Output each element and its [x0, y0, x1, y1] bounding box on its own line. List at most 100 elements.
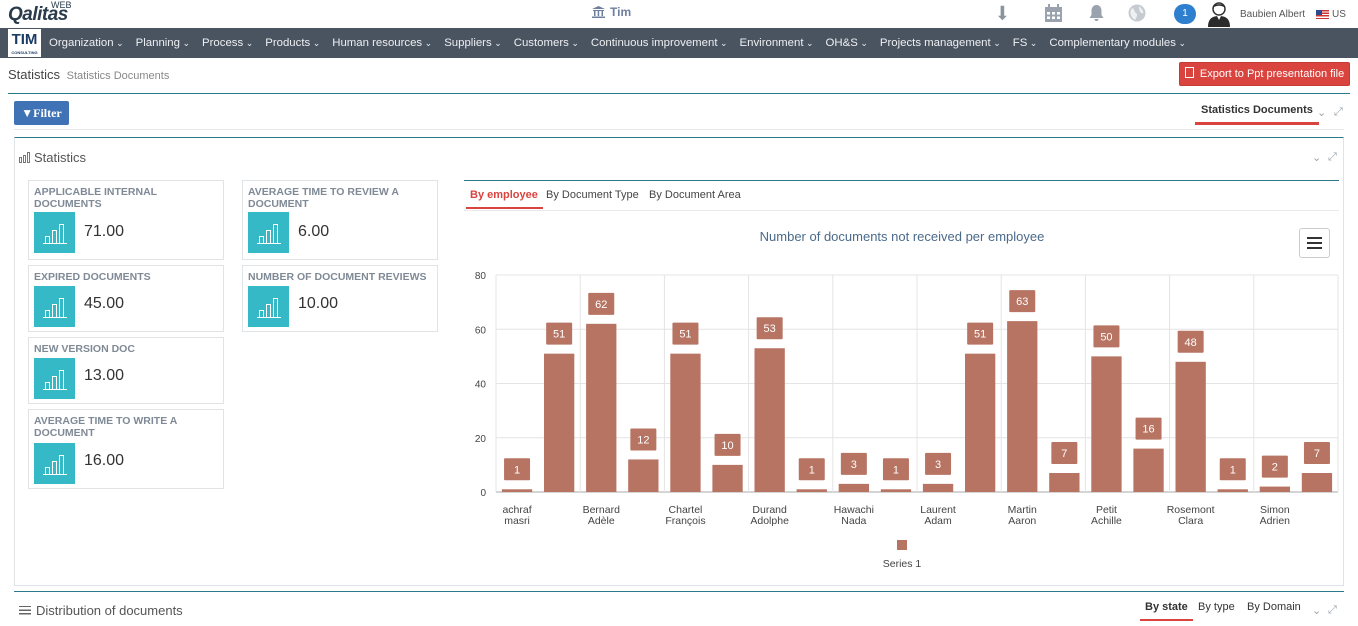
filter-icon: ▼: [21, 106, 34, 120]
chart-menu-button[interactable]: [1299, 228, 1330, 258]
kpi-card[interactable]: NEW VERSION DOC 13.00: [28, 337, 224, 404]
tab-by-employee[interactable]: By employee: [466, 189, 543, 209]
bar[interactable]: [586, 323, 617, 492]
data-label-box: [1093, 325, 1120, 348]
collapse-chevron-icon[interactable]: ⌄: [1317, 107, 1327, 119]
bar[interactable]: [543, 353, 575, 492]
data-label-box: [840, 452, 867, 475]
calendar-icon[interactable]: [1044, 4, 1063, 28]
kpi-card[interactable]: APPLICABLE INTERNAL DOCUMENTS 71.00: [28, 180, 224, 260]
chart-tabs-divider: [464, 210, 1339, 211]
bar[interactable]: [964, 353, 996, 492]
tab-by-document-area[interactable]: By Document Area: [649, 189, 741, 201]
nav-item-fs[interactable]: FS: [1013, 37, 1038, 49]
panel-top-border: [8, 93, 1350, 94]
data-label-box: [714, 433, 741, 456]
notification-badge[interactable]: 1: [1174, 4, 1196, 24]
legend-label[interactable]: Series 1: [883, 558, 922, 570]
language-selector[interactable]: US: [1316, 9, 1346, 20]
nav-item-products[interactable]: Products: [265, 37, 320, 49]
nav-item-customers[interactable]: Customers: [514, 37, 579, 49]
user-name[interactable]: Baubien Albert: [1240, 9, 1306, 20]
app-logo-sup: WEB: [51, 0, 72, 10]
statistics-expand-icon[interactable]: ⤢: [1328, 151, 1337, 163]
filter-button[interactable]: ▼Filter: [14, 101, 69, 125]
data-label: 3: [851, 459, 857, 471]
nav-item-planning[interactable]: Planning: [136, 37, 190, 49]
y-tick-label: 40: [475, 380, 487, 391]
x-tick-label: Chartel François: [665, 504, 705, 527]
data-label-box: [672, 322, 699, 345]
tab-statistics-documents[interactable]: Statistics Documents: [1195, 104, 1319, 125]
bell-icon[interactable]: [1088, 4, 1105, 27]
y-tick-label: 80: [475, 271, 487, 282]
expand-icon[interactable]: ⤢: [1334, 106, 1343, 118]
data-label-box: [756, 317, 783, 340]
nav-item-suppliers[interactable]: Suppliers: [444, 37, 502, 49]
kpi-card[interactable]: AVERAGE TIME TO WRITE A DOCUMENT 16.00: [28, 409, 224, 489]
chart-title: Number of documents not received per emp…: [760, 229, 1045, 244]
kpi-card[interactable]: AVERAGE TIME TO REVIEW A DOCUMENT 6.00: [242, 180, 438, 260]
kpi-chart-icon: [248, 212, 289, 253]
bar[interactable]: [1091, 356, 1122, 492]
statistics-collapse-icon[interactable]: ⌄: [1312, 152, 1322, 164]
download-icon[interactable]: [996, 4, 1010, 27]
data-label: 1: [514, 464, 520, 476]
hamburger-icon: [1307, 237, 1322, 239]
kpi-card[interactable]: EXPIRED DOCUMENTS 45.00: [28, 265, 224, 332]
breadcrumb: Statistics Statistics Documents: [8, 67, 169, 82]
tab-by-domain[interactable]: By Domain: [1247, 601, 1301, 613]
distribution-collapse-icon[interactable]: ⌄: [1312, 605, 1322, 617]
bar[interactable]: [628, 459, 659, 492]
bar[interactable]: [838, 483, 870, 492]
bar[interactable]: [754, 348, 785, 492]
main-nav: TIM CONSULTING Organization Planning Pro…: [0, 28, 1358, 58]
company-logo[interactable]: TIM CONSULTING: [8, 29, 41, 57]
app-logo[interactable]: Qalitas: [8, 4, 68, 25]
data-label: 51: [679, 329, 691, 341]
nav-menu: Organization Planning Process Products H…: [49, 28, 1198, 58]
tab-by-document-type[interactable]: By Document Type: [546, 189, 639, 201]
bar[interactable]: [670, 353, 701, 492]
globe-icon[interactable]: [1128, 4, 1146, 27]
nav-item-continuous-improvement[interactable]: Continuous improvement: [591, 37, 728, 49]
nav-item-process[interactable]: Process: [202, 37, 253, 49]
data-label-box: [588, 292, 615, 315]
nav-item-environment[interactable]: Environment: [740, 37, 814, 49]
chart-panel-border: [464, 180, 1339, 181]
kpi-card[interactable]: NUMBER OF DOCUMENT REVIEWS 10.00: [242, 265, 438, 332]
bar[interactable]: [880, 489, 912, 492]
bar[interactable]: [1133, 448, 1164, 492]
nav-item-projects-management[interactable]: Projects management: [880, 37, 1001, 49]
bar[interactable]: [1007, 321, 1038, 492]
export-ppt-button[interactable]: Export to Ppt presentation file: [1179, 62, 1350, 86]
bar[interactable]: [501, 489, 533, 492]
nav-item-complementary-modules[interactable]: Complementary modules: [1049, 37, 1186, 49]
bar[interactable]: [796, 489, 827, 492]
distribution-expand-icon[interactable]: ⤢: [1328, 604, 1337, 616]
distribution-panel-border: [14, 591, 1344, 592]
tab-by-state[interactable]: By state: [1140, 601, 1193, 621]
company-selector[interactable]: Tim: [592, 5, 631, 19]
user-avatar[interactable]: [1207, 1, 1231, 27]
bar[interactable]: [712, 464, 743, 492]
legend-swatch[interactable]: [897, 540, 907, 550]
nav-item-organization[interactable]: Organization: [49, 37, 124, 49]
y-tick-label: 20: [475, 434, 487, 445]
bar[interactable]: [1259, 486, 1291, 492]
data-label-box: [1261, 455, 1288, 478]
data-label-box: [504, 458, 531, 481]
nav-item-ohs[interactable]: OH&S: [826, 37, 868, 49]
data-label: 3: [935, 459, 941, 471]
bar[interactable]: [922, 483, 954, 492]
nav-item-human-resources[interactable]: Human resources: [332, 37, 432, 49]
kpi-label: NEW VERSION DOC: [34, 343, 135, 355]
bar[interactable]: [1217, 489, 1248, 492]
tab-by-type[interactable]: By type: [1198, 601, 1235, 613]
bar[interactable]: [1049, 473, 1080, 492]
bar[interactable]: [1301, 473, 1333, 492]
bar[interactable]: [1175, 361, 1206, 492]
data-label: 12: [637, 434, 649, 446]
statistics-header: Statistics: [19, 150, 86, 165]
bar-chart-icon: [19, 152, 30, 163]
